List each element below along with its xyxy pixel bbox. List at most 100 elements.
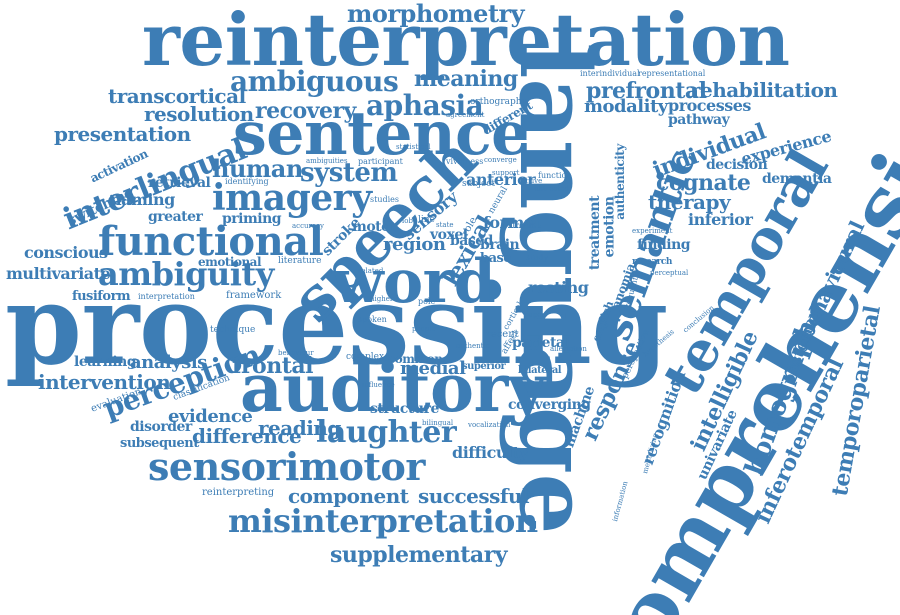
word-motor: motor [352, 219, 397, 235]
word-agreement: agreement [446, 111, 485, 119]
word-therapy: therapy [648, 190, 731, 214]
word-literature: literature [278, 256, 322, 266]
word-participant: participant [358, 157, 403, 166]
word-resolution: resolution [144, 102, 254, 126]
word-ambiguous: ambiguous [230, 65, 399, 98]
word-people: people [412, 325, 436, 333]
word-system: system [300, 158, 398, 188]
word-study: study [526, 253, 549, 262]
word-sensorimotor: sensorimotor [148, 444, 425, 489]
word-difficulty: difficulty [452, 443, 529, 462]
word-voxel: voxel [430, 227, 468, 243]
word-structure: structure [370, 401, 439, 417]
word-brain: brain [480, 237, 520, 253]
word-decision: decision [706, 157, 768, 173]
word-spoken: spoken [358, 315, 387, 324]
word-inferior: inferior [688, 210, 753, 229]
word-framework: framework [226, 290, 282, 301]
word-greater: greater [148, 209, 203, 225]
word-conscious: conscious [24, 243, 108, 262]
word-parietal: parietal [512, 335, 570, 351]
word-successful: successful [418, 484, 530, 508]
word-treatment: treatment [587, 195, 604, 271]
word-disorder: disorder [130, 419, 192, 435]
word-resting: resting [528, 278, 589, 297]
word-lobe: lobe [402, 217, 418, 225]
word-word: word [332, 247, 496, 317]
word-fusiform: fusiform [72, 289, 131, 304]
word-converging: converging [508, 397, 591, 413]
word-bilingual: bilingual [422, 419, 454, 427]
word-aphasia: aphasia [366, 89, 484, 122]
word-state: state [436, 221, 454, 229]
word-alleviation: alleviation [550, 345, 587, 353]
word-misinterpretation: misinterpretation [228, 502, 538, 540]
word-accuracy: accuracy [292, 222, 324, 230]
word-component: component [288, 484, 409, 508]
word-vividness: vividness [446, 157, 484, 166]
word-auditory: auditory [240, 349, 546, 427]
word-converge: converge [484, 156, 517, 164]
word-vocalization: vocalization [468, 421, 511, 429]
word-analysis: analysis [130, 352, 207, 373]
word-perceptual: perceptual [650, 269, 689, 277]
word-region: region [383, 234, 446, 255]
word-cognate: cognate [656, 170, 751, 196]
word-supplementary: supplementary [330, 542, 508, 568]
word-learning: learning [74, 354, 137, 370]
word-difference: difference [192, 424, 302, 448]
word-multivariate: multivariate [6, 264, 111, 283]
word-presentation: presentation [54, 122, 191, 146]
word-complex: complex [346, 352, 385, 362]
word-reinterpreting: reinterpreting [202, 487, 275, 498]
word-functional: functional [98, 218, 324, 265]
word-processing: processing [5, 260, 668, 389]
word-related: related [358, 267, 384, 275]
word-priming: priming [222, 211, 282, 227]
word-behaviour: behaviour [278, 349, 314, 357]
word-human: human [212, 154, 303, 183]
word-sentence: sentence [233, 99, 529, 169]
word-based: based [450, 233, 493, 249]
word-authenticity: authenticity [612, 144, 627, 220]
word-medial: medial [400, 358, 466, 379]
word-recent: recent [486, 329, 519, 340]
word-dementia: dementia [762, 171, 832, 187]
word-base: base [480, 251, 512, 266]
word-laughter: laughter [316, 415, 457, 450]
word-recovery: recovery [255, 98, 356, 124]
word-interpretation: interpretation [138, 292, 195, 301]
word-orthography: orthography [470, 97, 527, 107]
word-identifying: identifying [225, 177, 269, 186]
word-authentic: authentic [456, 342, 490, 350]
word-retrieval: retrieval [148, 175, 211, 191]
word-finding: finding [637, 237, 691, 253]
word-format: format [483, 213, 541, 232]
word-interindividual: interindividual [580, 69, 640, 78]
word-subsequent: subsequent [120, 436, 199, 451]
word-evidence: evidence [168, 406, 253, 427]
word-line: line [418, 215, 435, 225]
word-frontal: frontal [232, 353, 314, 379]
word-anterior: anterior [466, 170, 536, 189]
word-reading: reading [258, 416, 341, 440]
word-paper: paper [524, 311, 545, 319]
word-information: information [611, 480, 630, 523]
word-technique: technique [210, 325, 256, 335]
word-influence: influence [362, 381, 395, 389]
word-stream: stream [508, 221, 537, 230]
word-pole: pole [418, 297, 436, 306]
word-transcortical: transcortical [108, 84, 246, 108]
word-experiment: experiment [632, 227, 673, 235]
word-subject: subject [462, 179, 495, 189]
word-modality: modality [584, 96, 668, 117]
word-rehabilitation: rehabilitation [690, 78, 838, 102]
word-meaning: meaning [414, 66, 518, 92]
word-naming: naming [110, 190, 175, 209]
word-function: function [538, 171, 572, 180]
word-higher: higher [370, 295, 394, 303]
word-processes: processes [668, 96, 751, 115]
word-reinterpretation: reinterpretation [142, 0, 790, 82]
word-superior: superior [462, 361, 506, 372]
